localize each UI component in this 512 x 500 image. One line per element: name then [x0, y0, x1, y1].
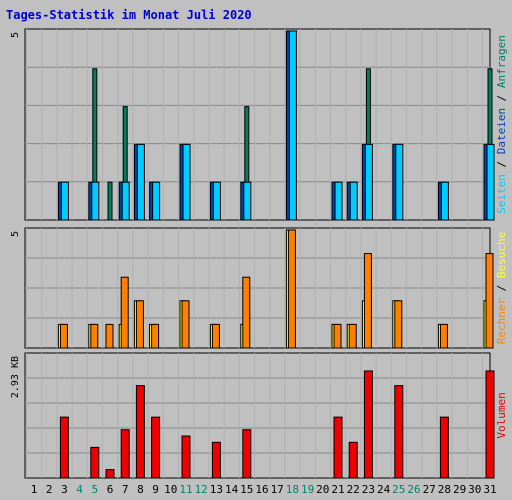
bar-volumen-day-11 [181, 435, 191, 479]
legend-entry-volumen: Volumen [495, 392, 508, 438]
legend-entry-seiten: Seiten [495, 174, 508, 214]
bar-rechner-day-31 [485, 253, 494, 349]
legend-entry-rechner: Rechner [495, 298, 508, 345]
x-tick-label-day-3: 3 [61, 483, 68, 496]
bar-seiten-day-23 [364, 143, 373, 221]
x-tick-label-day-11: 11 [179, 483, 192, 496]
bar-rechner-day-7 [120, 276, 129, 349]
x-tick-label-day-16: 16 [255, 483, 268, 496]
legend-separator: / [495, 88, 508, 108]
bar-seiten-day-15 [243, 181, 252, 221]
x-tick-label-day-13: 13 [210, 483, 223, 496]
legend-separator: / [495, 154, 508, 174]
bar-seiten-day-7 [121, 181, 130, 221]
bar-rechner-day-25 [394, 300, 403, 349]
bar-seiten-day-8 [136, 143, 145, 221]
bar-seiten-day-3 [60, 181, 69, 221]
x-tick-label-day-18: 18 [286, 483, 299, 496]
x-tick-label-day-9: 9 [152, 483, 159, 496]
chart-title: Tages-Statistik im Monat Juli 2020 [6, 8, 252, 22]
x-tick-label-day-7: 7 [122, 483, 129, 496]
x-tick-label-day-31: 31 [483, 483, 496, 496]
x-tick-label-day-23: 23 [362, 483, 375, 496]
bar-volumen-day-3 [59, 416, 69, 479]
legend-entry-dateien: Dateien [495, 108, 508, 154]
bar-rechner-day-5 [90, 323, 99, 349]
x-tick-label-day-17: 17 [271, 483, 284, 496]
bar-seiten-day-5 [91, 181, 100, 221]
bar-volumen-day-13 [211, 441, 221, 479]
bar-rechner-day-18 [287, 229, 296, 349]
bar-rechner-day-23 [363, 253, 372, 349]
x-tick-label-day-8: 8 [137, 483, 144, 496]
legend-bottom: Volumen [495, 392, 508, 438]
bar-seiten-day-13 [212, 181, 221, 221]
bar-volumen-day-6 [105, 469, 115, 479]
bar-rechner-day-28 [439, 323, 448, 349]
x-tick-label-day-5: 5 [91, 483, 98, 496]
x-tick-label-day-30: 30 [468, 483, 481, 496]
x-tick-label-day-25: 25 [392, 483, 405, 496]
x-tick-label-day-15: 15 [240, 483, 253, 496]
bar-volumen-day-23 [363, 370, 373, 479]
bar-rechner-day-9 [151, 323, 160, 349]
x-tick-label-day-21: 21 [331, 483, 344, 496]
x-tick-label-day-20: 20 [316, 483, 329, 496]
scale-label-middle: 5 [10, 231, 21, 237]
bar-seiten-day-25 [395, 143, 404, 221]
bar-volumen-day-21 [333, 416, 343, 479]
x-tick-label-day-29: 29 [453, 483, 466, 496]
scale-label-bottom: 2.93 KB [10, 356, 21, 398]
x-tick-label-day-4: 4 [76, 483, 83, 496]
bar-volumen-day-8 [135, 385, 145, 479]
bar-seiten-day-31 [486, 143, 495, 221]
bar-volumen-day-7 [120, 429, 130, 479]
legend-top: Seiten / Dateien / Anfragen [495, 35, 508, 214]
bar-rechner-day-8 [135, 300, 144, 349]
x-tick-label-day-2: 2 [46, 483, 53, 496]
bar-seiten-day-21 [334, 181, 343, 221]
x-tick-label-day-22: 22 [347, 483, 360, 496]
bar-volumen-day-5 [90, 446, 100, 479]
bar-seiten-day-22 [349, 181, 358, 221]
bar-rechner-day-6 [105, 323, 114, 349]
bar-seiten-day-28 [440, 181, 449, 221]
bar-rechner-day-22 [348, 323, 357, 349]
bar-rechner-day-11 [181, 300, 190, 349]
bar-volumen-day-28 [439, 416, 449, 479]
bar-seiten-day-9 [152, 181, 161, 221]
bar-rechner-day-21 [333, 323, 342, 349]
bar-seiten-day-18 [288, 30, 297, 221]
x-tick-label-day-1: 1 [31, 483, 38, 496]
bar-volumen-day-15 [242, 429, 252, 479]
bar-rechner-day-3 [59, 323, 68, 349]
bar-rechner-day-13 [211, 323, 220, 349]
x-tick-label-day-24: 24 [377, 483, 391, 496]
bar-volumen-day-25 [394, 385, 404, 479]
bar-volumen-day-31 [485, 370, 495, 479]
legend-entry-anfragen: Anfragen [495, 35, 508, 88]
x-tick-label-day-27: 27 [423, 483, 436, 496]
bar-seiten-day-11 [182, 143, 191, 221]
bar-rechner-day-15 [242, 276, 251, 349]
x-tick-label-day-14: 14 [225, 483, 239, 496]
legend-middle: Rechner / Besuche [495, 232, 508, 345]
legend-entry-besuche: Besuche [495, 232, 508, 278]
x-tick-label-day-10: 10 [164, 483, 177, 496]
x-tick-label-day-6: 6 [107, 483, 114, 496]
bar-volumen-day-9 [151, 416, 161, 479]
x-tick-label-day-12: 12 [195, 483, 208, 496]
x-tick-label-day-19: 19 [301, 483, 314, 496]
bar-volumen-day-22 [348, 441, 358, 479]
x-tick-label-day-28: 28 [438, 483, 451, 496]
x-tick-label-day-26: 26 [407, 483, 420, 496]
bar-anfragen-day-6 [107, 181, 113, 221]
scale-label-top: 5 [10, 32, 21, 38]
legend-separator: / [495, 278, 508, 298]
